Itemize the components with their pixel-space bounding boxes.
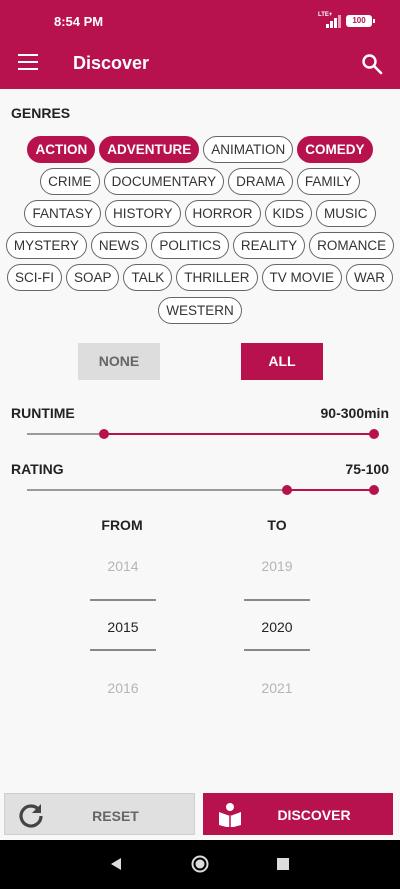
runtime-max-thumb[interactable] bbox=[369, 429, 379, 439]
to-year-current[interactable]: 2020 bbox=[261, 619, 293, 635]
genre-chip-comedy[interactable]: COMEDY bbox=[297, 136, 373, 163]
select-none-button[interactable]: NONE bbox=[78, 343, 160, 380]
rating-slider[interactable] bbox=[27, 483, 379, 497]
runtime-slider[interactable] bbox=[27, 427, 379, 441]
rating-value: 75-100 bbox=[345, 461, 389, 477]
to-year-next[interactable]: 2021 bbox=[261, 680, 293, 696]
to-picker-top-line bbox=[244, 599, 310, 601]
app-bar: Discover bbox=[0, 40, 400, 89]
reset-button[interactable]: RESET bbox=[4, 793, 195, 835]
status-time: 8:54 PM bbox=[54, 14, 104, 29]
rating-max-thumb[interactable] bbox=[369, 485, 379, 495]
rating-label: RATING bbox=[11, 461, 64, 477]
from-picker-bottom-line bbox=[90, 649, 156, 651]
discover-button[interactable]: DISCOVER bbox=[203, 793, 393, 835]
genre-chip-sci-fi[interactable]: SCI-FI bbox=[6, 264, 62, 291]
from-year-prev[interactable]: 2014 bbox=[107, 558, 139, 574]
genre-chip-fantasy[interactable]: FANTASY bbox=[24, 200, 101, 227]
genre-chip-row: CRIME DOCUMENTARY DRAMA FAMILY bbox=[0, 168, 400, 195]
signal-icon: LTE+ bbox=[318, 12, 342, 28]
genre-chip-western[interactable]: WESTERN bbox=[158, 297, 242, 324]
runtime-label: RUNTIME bbox=[11, 405, 75, 421]
rating-track bbox=[27, 489, 374, 491]
genre-chip-row: ACTION ADVENTURE ANIMATION COMEDY bbox=[0, 136, 400, 163]
from-year-picker[interactable]: 2014 2015 2016 bbox=[90, 558, 156, 698]
genre-chip-history[interactable]: HISTORY bbox=[104, 200, 181, 227]
search-icon[interactable] bbox=[360, 52, 384, 76]
genre-chip-mystery[interactable]: MYSTERY bbox=[5, 232, 87, 259]
status-bar: 8:54 PM LTE+ 100 bbox=[0, 0, 400, 40]
genre-chip-animation[interactable]: ANIMATION bbox=[203, 136, 294, 163]
battery-icon: 100 bbox=[346, 15, 375, 27]
genre-chip-news[interactable]: NEWS bbox=[90, 232, 148, 259]
genre-chip-romance[interactable]: ROMANCE bbox=[309, 232, 395, 259]
to-year-prev[interactable]: 2019 bbox=[261, 558, 293, 574]
page-title: Discover bbox=[73, 53, 150, 73]
to-picker-bottom-line bbox=[244, 649, 310, 651]
recents-icon[interactable] bbox=[273, 854, 293, 874]
from-picker-top-line bbox=[90, 599, 156, 601]
genre-chip-soap[interactable]: SOAP bbox=[65, 264, 120, 291]
to-year-picker[interactable]: 2019 2020 2021 bbox=[244, 558, 310, 698]
from-year-next[interactable]: 2016 bbox=[107, 680, 139, 696]
from-year-heading: FROM bbox=[101, 517, 143, 533]
genres-heading: GENRES bbox=[11, 105, 71, 121]
genre-chip-tv-movie[interactable]: TV MOVIE bbox=[261, 264, 343, 291]
reader-book-icon bbox=[219, 803, 241, 827]
genre-chip-row: FANTASY HISTORY HORROR KIDS MUSIC bbox=[0, 200, 400, 227]
rating-active-range bbox=[287, 489, 374, 491]
genre-chip-politics[interactable]: POLITICS bbox=[151, 232, 229, 259]
genre-chip-thriller[interactable]: THRILLER bbox=[176, 264, 258, 291]
genre-chip-reality[interactable]: REALITY bbox=[232, 232, 306, 259]
genre-chip-horror[interactable]: HORROR bbox=[184, 200, 261, 227]
to-year-heading: TO bbox=[267, 517, 287, 533]
bottom-action-bar: RESET DISCOVER bbox=[0, 790, 400, 840]
discover-label: DISCOVER bbox=[277, 807, 351, 823]
rating-min-thumb[interactable] bbox=[282, 485, 293, 495]
refresh-icon bbox=[19, 804, 43, 828]
genre-chip-drama[interactable]: DRAMA bbox=[228, 168, 293, 195]
back-icon[interactable] bbox=[106, 854, 126, 874]
runtime-active-range bbox=[104, 433, 374, 435]
genre-chip-row: SCI-FI SOAP TALK THRILLER TV MOVIE WAR bbox=[0, 264, 400, 291]
genre-chip-talk[interactable]: TALK bbox=[123, 264, 173, 291]
menu-icon[interactable] bbox=[18, 54, 38, 70]
home-icon[interactable] bbox=[190, 854, 210, 874]
genre-chip-adventure[interactable]: ADVENTURE bbox=[99, 136, 200, 163]
genre-chip-action[interactable]: ACTION bbox=[27, 136, 96, 163]
runtime-min-thumb[interactable] bbox=[99, 429, 110, 439]
genre-chip-war[interactable]: WAR bbox=[346, 264, 394, 291]
genre-chip-family[interactable]: FAMILY bbox=[296, 168, 360, 195]
from-year-current[interactable]: 2015 bbox=[107, 619, 139, 635]
genre-chip-crime[interactable]: CRIME bbox=[40, 168, 100, 195]
genre-chip-kids[interactable]: KIDS bbox=[264, 200, 313, 227]
system-nav-bar bbox=[0, 840, 400, 889]
battery-level: 100 bbox=[352, 16, 366, 25]
select-all-button[interactable]: ALL bbox=[241, 343, 323, 380]
genre-chip-row: MYSTERY NEWS POLITICS REALITY ROMANCE bbox=[0, 232, 400, 259]
runtime-value: 90-300min bbox=[320, 405, 389, 421]
reset-label: RESET bbox=[92, 808, 139, 824]
genre-chip-row: WESTERN bbox=[0, 297, 400, 324]
genre-chip-music[interactable]: MUSIC bbox=[316, 200, 376, 227]
genre-chip-documentary[interactable]: DOCUMENTARY bbox=[103, 168, 225, 195]
network-type: LTE+ bbox=[318, 12, 333, 18]
